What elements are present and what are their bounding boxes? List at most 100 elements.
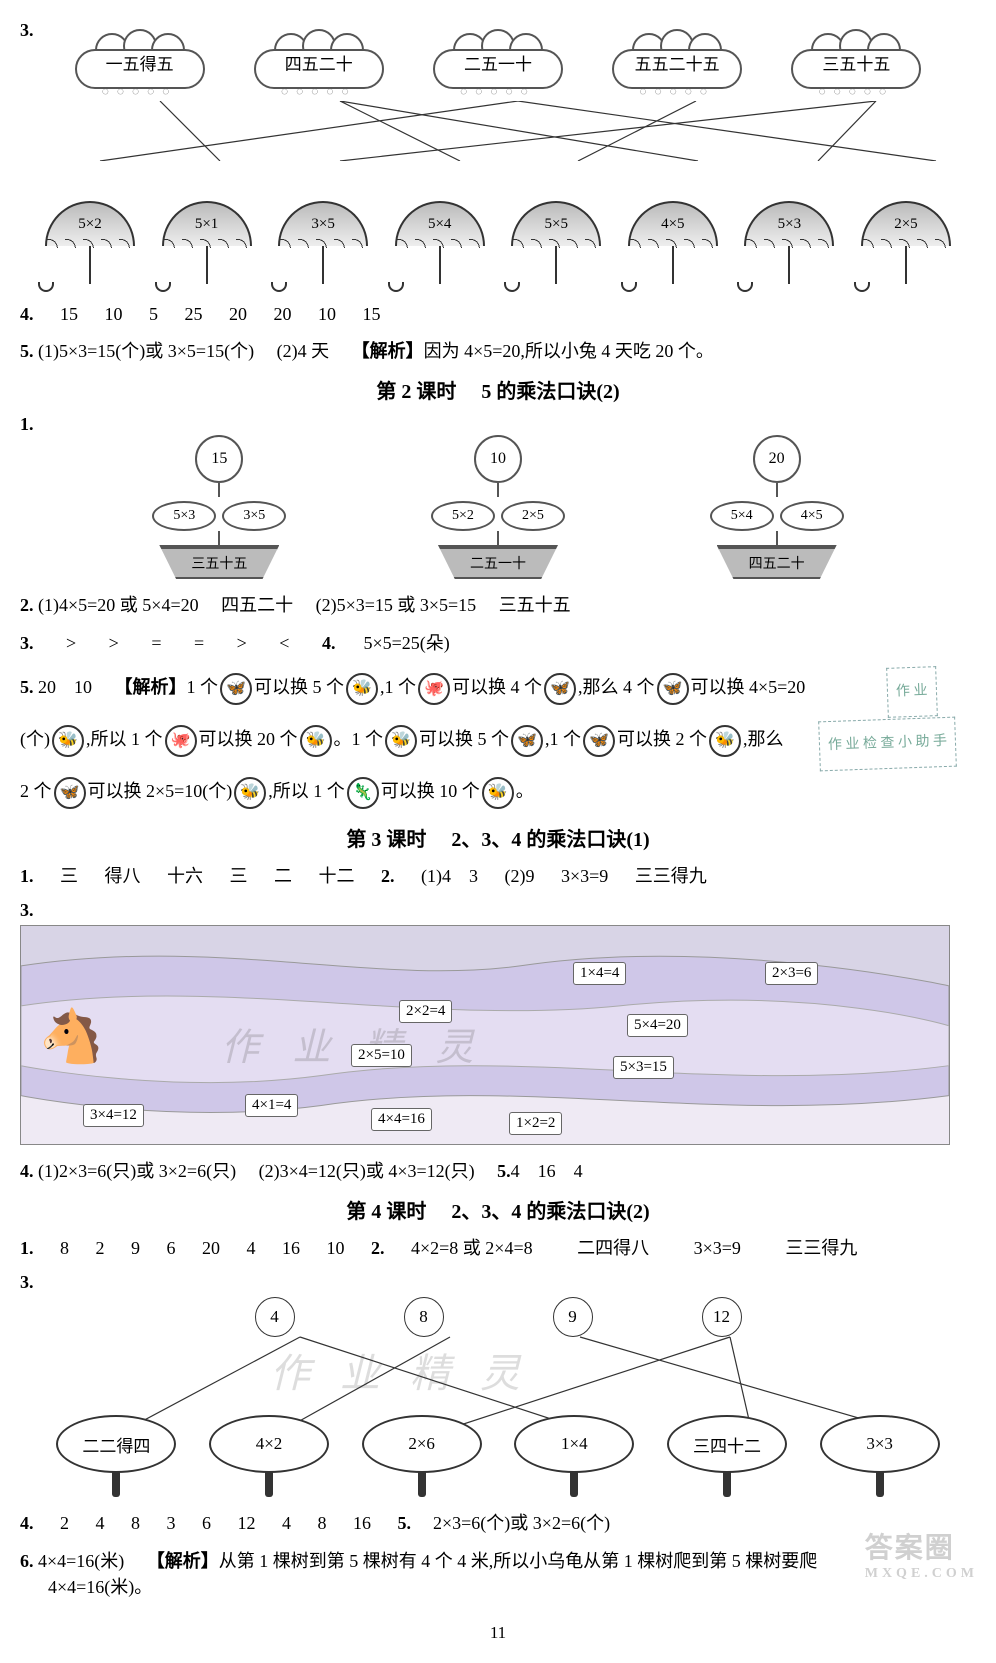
flower: 10 5×22×5 二五一十 — [398, 435, 598, 579]
flower-head: 15 — [211, 450, 227, 468]
equation-tile: 2×5=10 — [351, 1044, 412, 1067]
vals: 20 10 — [38, 677, 92, 697]
text: 三五十五 — [499, 595, 571, 615]
s2-q5-line3: 2 个🦋可以换 2×5=10(个)🐝,所以 1 个🦎可以换 10 个🐝。 — [20, 771, 976, 811]
river-box: 🐴 作 业 精 灵 1×4=42×3=62×2=45×4=202×5=105×3… — [20, 925, 950, 1145]
equation-tile: 2×2=4 — [399, 1000, 452, 1023]
pot: 三五十五 — [159, 545, 279, 579]
s2-q3: 3. > > = = > < 4.5×5=25(朵) — [20, 629, 976, 655]
cloud-label: 四五二十 — [285, 55, 353, 74]
t: 可以换 20 个 — [199, 729, 298, 749]
v: 16 — [353, 1513, 371, 1533]
cloud-label: 一五得五 — [106, 55, 174, 74]
label: 5. — [497, 1161, 511, 1181]
label: 3. — [20, 900, 34, 920]
umbrella: 5×2 — [40, 201, 140, 292]
sym: = — [151, 633, 161, 653]
umbrella: 5×5 — [506, 201, 606, 292]
equation-tile: 3×4=12 — [83, 1104, 144, 1127]
v: 6 — [167, 1238, 176, 1258]
label: 1. — [20, 866, 34, 886]
cloud-label: 二五一十 — [464, 55, 532, 74]
sym: < — [279, 633, 289, 653]
t: 1 个 — [187, 677, 219, 697]
label: 5. — [398, 1513, 412, 1533]
t: 可以换 10 个 — [381, 781, 480, 801]
t: 2 个 — [20, 781, 52, 801]
explain-label: 【解析】 — [352, 341, 424, 361]
flower-head: 20 — [769, 450, 785, 468]
t: 可以换 2 个 — [617, 729, 707, 749]
umb-label: 5×1 — [195, 216, 218, 233]
s2-q5-line2: (个)🐝,所以 1 个🐙可以换 20 个🐝。1 个🐝可以换 5 个🦋,1 个🦋可… — [20, 719, 976, 759]
v: 2 — [60, 1513, 69, 1533]
umbrella-row: 5×2 5×1 3×5 5×4 5×5 4×5 5×3 2×5 — [20, 201, 976, 292]
v: 12 — [238, 1513, 256, 1533]
q5: 5. (1)5×3=15(个)或 3×5=15(个) (2)4 天 【解析】因为… — [20, 337, 976, 363]
t: 可以换 4 个 — [452, 677, 542, 697]
cloud-row: 一五得五◌◌◌◌◌ 四五二十◌◌◌◌◌ 二五一十◌◌◌◌◌ 五五二十五◌◌◌◌◌… — [20, 41, 976, 101]
label: 4. — [20, 1161, 34, 1181]
label: 6. — [20, 1551, 34, 1571]
t: ,所以 1 个 — [268, 781, 345, 801]
t: ,那么 — [743, 729, 784, 749]
paddle-label: 三四十二 — [667, 1415, 787, 1473]
q4-val: 10 — [318, 304, 336, 324]
cloud: 二五一十◌◌◌◌◌ — [423, 41, 573, 101]
pot: 四五二十 — [717, 545, 837, 579]
s3-q4: 4. (1)2×3=6(只)或 3×2=6(只) (2)3×4=12(只)或 4… — [20, 1157, 976, 1183]
v: 2 — [96, 1238, 105, 1258]
v: 8 — [131, 1513, 140, 1533]
s4-q1: 1. 8 2 9 6 20 4 16 10 2. 4×2=8 或 2×4=8 二… — [20, 1234, 976, 1260]
v: 16 — [282, 1238, 300, 1258]
v: 4 — [282, 1513, 291, 1533]
flower: 15 5×33×5 三五十五 — [119, 435, 319, 579]
t: 可以换 5 个 — [419, 729, 509, 749]
bee-icon: 🐝 — [234, 777, 266, 809]
t: 可以换 2×5=10(个) — [88, 781, 233, 801]
cloud: 五五二十五◌◌◌◌◌ — [602, 41, 752, 101]
t: 。 — [516, 781, 534, 801]
paddle: 二二得四 — [56, 1415, 176, 1497]
umbrella: 5×4 — [390, 201, 490, 292]
q4-val: 25 — [185, 304, 203, 324]
leaf: 4×5 — [780, 501, 844, 531]
bee-icon: 🐝 — [300, 725, 332, 757]
wm-small: MXQE.COM — [865, 1566, 978, 1582]
umb-label: 3×5 — [311, 216, 334, 233]
label: 4. — [20, 1513, 34, 1533]
v: 9 — [131, 1238, 140, 1258]
v: 二四得八 — [577, 1238, 649, 1258]
sym: > — [109, 633, 119, 653]
lesson-num: 第 3 课时 — [346, 829, 426, 851]
umbrella: 3×5 — [273, 201, 373, 292]
heading-lesson3: 第 3 课时 2、3、4 的乘法口诀(1) — [20, 823, 976, 852]
cloud-label: 三五十五 — [822, 55, 890, 74]
q5-p1: (1)5×3=15(个)或 3×5=15(个) — [38, 341, 254, 361]
butterfly-icon: 🦋 — [583, 725, 615, 757]
umbrella: 4×5 — [623, 201, 723, 292]
v: 4 — [247, 1238, 256, 1258]
v: 3×3=9 — [561, 866, 608, 886]
v: 三三得九 — [785, 1238, 857, 1258]
v: 三三得九 — [635, 866, 707, 886]
text: (1)4×5=20 或 5×4=20 — [38, 595, 199, 615]
pot: 二五一十 — [438, 545, 558, 579]
v: 三 — [230, 866, 248, 886]
cloud: 三五十五◌◌◌◌◌ — [781, 41, 931, 101]
lesson-title: 5 的乘法口诀(2) — [481, 381, 619, 403]
equation-tile: 4×1=4 — [245, 1094, 298, 1117]
q3-label: 3. — [20, 20, 34, 40]
cloud: 四五二十◌◌◌◌◌ — [244, 41, 394, 101]
q4-val: 20 — [229, 304, 247, 324]
top-node: 8 — [404, 1297, 444, 1337]
sym: > — [66, 633, 76, 653]
paddle-label: 3×3 — [820, 1415, 940, 1473]
paddle: 4×2 — [209, 1415, 329, 1497]
bee-icon: 🐝 — [709, 725, 741, 757]
umb-label: 2×5 — [894, 216, 917, 233]
umb-label: 5×2 — [78, 216, 101, 233]
corner-watermark: 答案圈 MXQE.COM — [865, 1526, 978, 1582]
label: 4. — [322, 633, 336, 653]
s3-q3-river: 3. 🐴 作 业 精 灵 1×4=42×3=62×2=45×4=202×5=10… — [20, 900, 976, 1145]
